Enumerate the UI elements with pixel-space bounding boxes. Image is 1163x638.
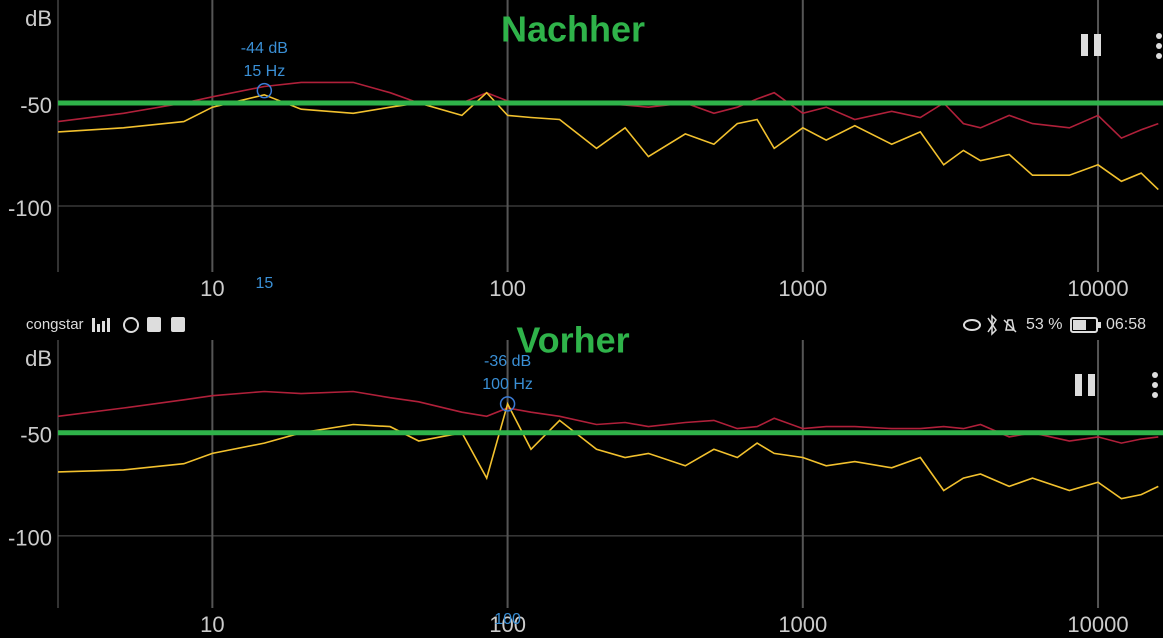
peak-marker bbox=[256, 82, 273, 99]
series-line bbox=[57, 401, 1159, 500]
x-tick-label: 10 bbox=[200, 276, 224, 301]
marker-axis-label: 15 bbox=[255, 275, 273, 292]
y-tick-label: -50 bbox=[20, 93, 52, 118]
x-tick-label: 10 bbox=[200, 612, 224, 637]
y-tick-label: -100 bbox=[8, 196, 52, 221]
y-tick-label: -100 bbox=[8, 526, 52, 551]
marker-hz-label: 100 Hz bbox=[482, 376, 533, 393]
clock: 06:58 bbox=[1106, 316, 1146, 333]
marker-db-label: -44 dB bbox=[241, 40, 288, 57]
menu-button[interactable] bbox=[1156, 33, 1162, 59]
x-tick-label: 100 bbox=[489, 612, 526, 637]
marker-axis-label: 100 bbox=[494, 611, 521, 628]
status-bar bbox=[0, 308, 1163, 340]
marker-db-label: -36 dB bbox=[484, 353, 531, 370]
pause-button[interactable] bbox=[1075, 374, 1095, 396]
y-tick-label: -50 bbox=[20, 423, 52, 448]
y-axis-label: dB bbox=[25, 6, 52, 31]
x-tick-label: 1000 bbox=[778, 612, 827, 637]
series-line bbox=[57, 390, 1159, 444]
marker-hz-label: 15 Hz bbox=[243, 63, 285, 80]
series-line bbox=[57, 91, 1159, 191]
pause-button[interactable] bbox=[1081, 34, 1101, 56]
battery: 53 % bbox=[1026, 316, 1062, 333]
peak-marker bbox=[499, 396, 516, 412]
status-icons bbox=[92, 314, 1101, 336]
series-line bbox=[57, 81, 1159, 140]
y-axis-label: dB bbox=[25, 346, 52, 371]
x-tick-label: 10000 bbox=[1067, 612, 1128, 637]
x-tick-label: 10000 bbox=[1067, 276, 1128, 301]
x-tick-label: 100 bbox=[489, 276, 526, 301]
carrier: congstar bbox=[26, 316, 84, 333]
chart-title: Nachher bbox=[501, 9, 645, 50]
menu-button[interactable] bbox=[1152, 372, 1158, 398]
chart: 10 100 1000 10000 -50 -100 dB -44 dB 15 Hz 15 Nach… bbox=[8, 0, 1163, 301]
chart-title: Vorher bbox=[516, 320, 629, 361]
x-tick-label: 1000 bbox=[778, 276, 827, 301]
